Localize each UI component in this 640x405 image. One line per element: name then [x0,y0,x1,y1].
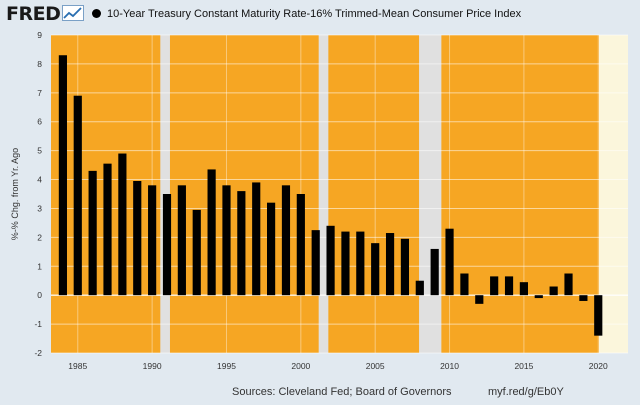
bar-2003 [341,231,350,296]
bar-2000 [296,194,305,296]
plot-background [51,35,628,353]
recession-shade-1 [318,35,329,353]
bar-1989 [133,180,142,296]
x-tick-label: 2000 [291,361,310,371]
bar-1994 [207,169,216,296]
x-tick-label: 2005 [366,361,385,371]
bar-1995 [222,185,231,296]
bar-2013 [490,276,499,296]
chart-header: FRED 10-Year Treasury Constant Maturity … [0,0,640,30]
bar-1985 [73,95,82,296]
bar-2014 [504,276,514,296]
bar-2020 [594,295,603,336]
short-link[interactable]: myf.red/g/Eb0Y [488,386,564,398]
bar-2005 [371,243,380,296]
bar-1990 [148,185,157,296]
bar-1988 [118,153,127,296]
y-tick-label: 7 [37,88,42,98]
bar-2010 [445,228,454,296]
bar-2004 [356,231,365,296]
y-tick-label: 2 [37,232,42,242]
bar-2007 [400,238,410,296]
y-tick-label: 8 [37,59,42,69]
bar-1986 [88,170,97,296]
y-tick-label: 6 [37,117,42,127]
bar-2016 [534,295,543,299]
y-tick-label: 9 [37,30,42,40]
bar-2019 [579,295,588,301]
bar-2008 [415,280,424,296]
fred-logo-graph-icon [62,5,84,21]
y-tick-label: 0 [37,290,42,300]
highlight-shade-3 [599,35,628,353]
chart-legend: 10-Year Treasury Constant Maturity Rate-… [92,8,521,20]
bar-2011 [460,273,469,296]
y-tick-label: 1 [37,261,42,271]
bar-2001 [311,230,320,296]
fred-logo[interactable]: FRED [6,3,61,25]
sources-text: Sources: Cleveland Fed; Board of Governo… [232,386,452,398]
bar-1987 [103,163,112,296]
bar-2012 [475,295,484,304]
bar-1998 [267,202,276,296]
y-axis-label: %-% Chg. from Yr. Ago [10,148,20,240]
bar-1984 [58,55,67,296]
legend-series-label: 10-Year Treasury Constant Maturity Rate-… [107,8,522,20]
bar-1996 [237,191,246,296]
recession-shade-2 [419,35,442,353]
x-tick-label: 2020 [589,361,608,371]
x-tick-label: 2010 [440,361,459,371]
y-tick-label: -1 [34,319,42,329]
y-tick-label: 4 [37,175,42,185]
x-tick-label: 1985 [68,361,87,371]
x-tick-label: 2015 [514,361,533,371]
bar-2015 [519,282,528,296]
bar-2009 [430,248,439,296]
y-tick-label: 5 [37,146,42,156]
bar-1997 [252,182,261,296]
x-tick-label: 1990 [143,361,162,371]
bar-2017 [549,286,558,296]
bar-2006 [385,233,395,296]
y-tick-label: 3 [37,203,42,213]
bar-1992 [177,185,186,296]
legend-series-marker [92,9,101,18]
y-tick-label: -2 [34,348,42,358]
bar-2002 [326,225,335,296]
bar-1993 [192,209,201,296]
bar-1991 [162,194,172,296]
bar-2018 [564,273,573,296]
x-tick-label: 1995 [217,361,236,371]
bar-1999 [281,185,291,296]
